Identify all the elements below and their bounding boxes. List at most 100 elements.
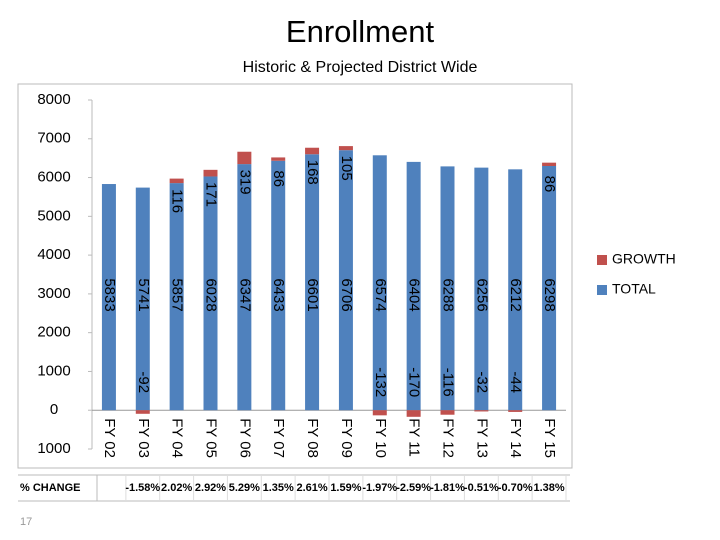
bar-total <box>372 155 387 411</box>
legend-swatch <box>597 255 607 265</box>
row-cell: 1.38% <box>533 482 564 494</box>
y-tick-label: 8000 <box>37 91 70 108</box>
x-tick-label: FY 08 <box>304 418 321 458</box>
chart-title: Enrollment <box>286 14 435 49</box>
row-cell: -1.81% <box>430 482 465 494</box>
chart-frame <box>17 83 573 469</box>
page-number: 17 <box>20 516 32 528</box>
row-cell: 5.29% <box>229 482 260 494</box>
x-tick-label: FY 05 <box>203 418 220 458</box>
x-tick-label: FY 12 <box>440 418 457 458</box>
y-tick-label: 5000 <box>37 207 70 224</box>
data-label: 6256 <box>473 278 490 311</box>
x-tick-label: FY 11 <box>406 418 423 457</box>
bar-total <box>542 165 557 411</box>
bar-growth <box>203 169 218 177</box>
data-label: 86 <box>541 176 558 193</box>
bar-growth <box>372 410 387 416</box>
y-tick-label: 7000 <box>37 130 70 147</box>
row-cell: 2.61% <box>296 482 327 494</box>
y-tick-label: 6000 <box>37 169 70 186</box>
bar-growth <box>135 410 150 414</box>
row-cell: 2.02% <box>161 482 192 494</box>
bar-total <box>338 150 353 411</box>
data-label: -132 <box>372 367 389 397</box>
data-label: 5857 <box>169 278 186 311</box>
y-tick-label: 3000 <box>37 285 70 302</box>
bar-total <box>406 161 421 411</box>
row-cell: -1.97% <box>362 482 397 494</box>
bar-total <box>203 176 218 411</box>
x-tick-label: FY 14 <box>507 418 524 458</box>
row-cell: 1.35% <box>263 482 294 494</box>
y-tick-label: 4000 <box>37 246 70 263</box>
legend-swatch <box>597 285 607 295</box>
x-tick-label: FY 10 <box>372 418 389 458</box>
data-label: 6601 <box>304 278 321 311</box>
data-label: 6706 <box>338 278 355 311</box>
bar-total <box>101 184 116 411</box>
row-cell: -2.59% <box>396 482 431 494</box>
y-tick-label: 1000 <box>37 440 70 457</box>
bar-growth <box>237 151 252 165</box>
data-label: 86 <box>270 170 287 187</box>
y-tick-label: 1000 <box>37 362 70 379</box>
data-label: 116 <box>169 189 186 213</box>
x-tick-label: FY 04 <box>169 418 186 458</box>
bar-total <box>474 167 489 411</box>
row-cell: -0.51% <box>464 482 499 494</box>
y-tick-label: 0 <box>50 401 58 418</box>
row-header: % CHANGE <box>20 482 81 494</box>
x-tick-label: FY 13 <box>473 418 490 458</box>
data-label: 5833 <box>101 278 118 311</box>
data-label: 6028 <box>203 278 220 311</box>
x-tick-label: FY 09 <box>338 418 355 458</box>
x-tick-label: FY 07 <box>270 418 287 458</box>
legend-label: TOTAL <box>612 281 656 297</box>
bar-total <box>440 166 455 411</box>
data-label: 6404 <box>406 278 423 311</box>
bar-total <box>305 154 320 411</box>
legend-label: GROWTH <box>612 251 676 267</box>
data-label: 5741 <box>135 278 152 311</box>
bar-growth <box>406 410 421 417</box>
data-label: 105 <box>338 156 355 181</box>
data-label: 6298 <box>541 278 558 311</box>
bar-total <box>508 169 523 411</box>
bar-total <box>237 164 252 411</box>
bar-total <box>135 187 150 411</box>
bar-growth <box>508 410 523 412</box>
bar-growth <box>542 162 557 166</box>
data-label: -170 <box>406 367 423 397</box>
data-label: 6433 <box>270 278 287 311</box>
bar-growth <box>338 146 353 151</box>
bar-growth <box>305 147 320 155</box>
x-tick-label: FY 15 <box>541 418 558 458</box>
data-label: -32 <box>473 371 490 393</box>
data-label: 171 <box>203 182 220 207</box>
data-label: -92 <box>135 371 152 393</box>
data-label: -44 <box>507 371 524 393</box>
x-tick-label: FY 06 <box>236 418 253 458</box>
bar-growth <box>169 178 184 184</box>
row-cell: -0.70% <box>498 482 533 494</box>
row-cell: 1.59% <box>330 482 361 494</box>
data-label: 319 <box>236 170 253 195</box>
bar-growth <box>440 410 455 415</box>
data-label: 6288 <box>440 278 457 311</box>
data-label: -116 <box>440 368 457 397</box>
bar-growth <box>474 410 489 412</box>
x-tick-label: FY 03 <box>135 418 152 458</box>
data-label: 168 <box>304 160 321 185</box>
chart-subtitle: Historic & Projected District Wide <box>243 59 478 76</box>
x-tick-label: FY 02 <box>101 418 118 458</box>
y-tick-label: 2000 <box>37 324 70 341</box>
bar-growth <box>271 157 286 161</box>
data-label: 6574 <box>372 278 389 311</box>
bar-total <box>169 183 184 411</box>
bar-total <box>271 160 286 411</box>
data-label: 6347 <box>236 278 253 311</box>
data-label: 6212 <box>507 278 524 311</box>
row-cell: -1.58% <box>125 482 160 494</box>
